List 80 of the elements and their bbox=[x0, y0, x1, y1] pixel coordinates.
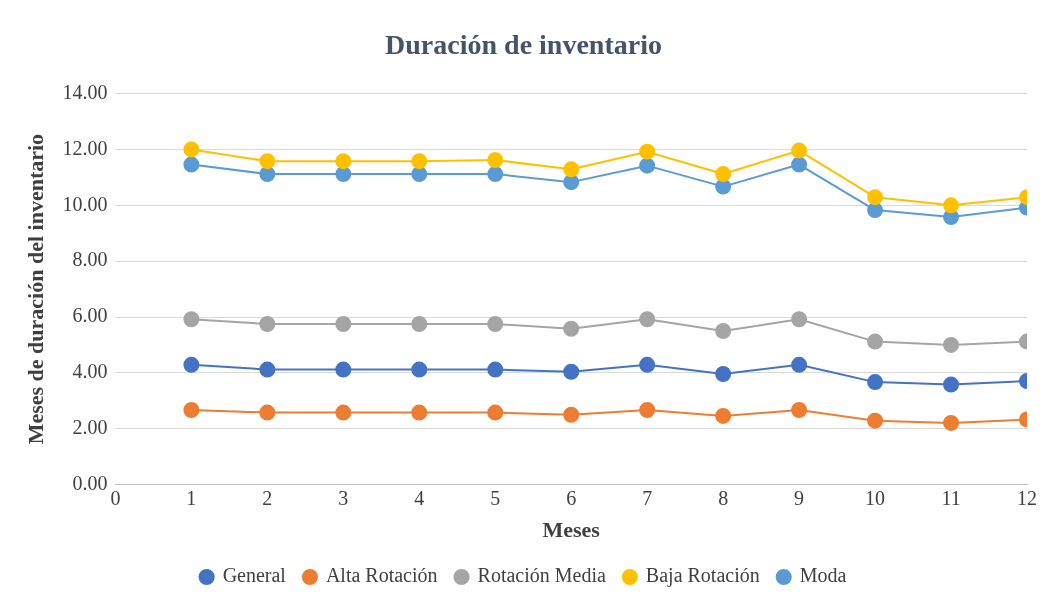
legend-label: Baja Rotación bbox=[645, 564, 760, 588]
x-tick-label: 6 bbox=[566, 486, 577, 509]
legend-label: Alta Rotación bbox=[325, 564, 438, 587]
point bbox=[335, 316, 352, 333]
point bbox=[791, 356, 808, 373]
point bbox=[943, 197, 960, 214]
point bbox=[487, 404, 504, 421]
point bbox=[715, 166, 732, 183]
legend-label: Rotación Media bbox=[477, 564, 606, 587]
point bbox=[335, 153, 352, 170]
point bbox=[563, 161, 580, 178]
point bbox=[563, 174, 580, 191]
point bbox=[639, 311, 656, 328]
point bbox=[411, 316, 428, 333]
point bbox=[715, 366, 732, 382]
point bbox=[335, 404, 352, 421]
x-tick-label: 12 bbox=[1017, 486, 1037, 509]
x-tick-label: 7 bbox=[642, 486, 653, 509]
point bbox=[639, 356, 656, 373]
x-tick-label: 3 bbox=[338, 486, 349, 509]
point bbox=[867, 412, 884, 429]
point bbox=[791, 156, 808, 173]
point bbox=[487, 166, 504, 183]
chart-title: Duración de inventario bbox=[385, 29, 662, 61]
point bbox=[487, 361, 504, 378]
point bbox=[943, 336, 960, 353]
x-tick-label: 10 bbox=[865, 486, 886, 509]
x-tick-label: 4 bbox=[414, 486, 425, 509]
point bbox=[411, 166, 428, 183]
y-tick-label: 12.00 bbox=[62, 136, 108, 159]
point bbox=[183, 402, 200, 419]
point bbox=[791, 402, 808, 419]
point bbox=[715, 322, 732, 339]
point bbox=[639, 143, 656, 160]
point bbox=[563, 320, 580, 337]
y-tick-label: 6.00 bbox=[72, 304, 108, 327]
point bbox=[411, 153, 428, 170]
point bbox=[639, 157, 656, 174]
point bbox=[715, 407, 732, 424]
point bbox=[487, 316, 504, 333]
point bbox=[943, 376, 960, 393]
x-tick-label: 8 bbox=[718, 486, 729, 509]
point bbox=[183, 156, 200, 173]
point bbox=[335, 361, 352, 378]
x-axis-title: Meses bbox=[542, 517, 601, 543]
point bbox=[943, 414, 960, 431]
point bbox=[639, 402, 656, 419]
point bbox=[259, 404, 276, 421]
point bbox=[867, 333, 884, 350]
y-axis-title: Meses de duración del inventario bbox=[22, 133, 48, 445]
point bbox=[867, 189, 884, 206]
point bbox=[411, 361, 428, 378]
y-tick-label: 10.00 bbox=[62, 192, 108, 215]
x-tick-label: 5 bbox=[490, 486, 501, 509]
x-tick-label: 11 bbox=[941, 486, 961, 509]
x-tick-label: 1 bbox=[186, 486, 197, 509]
x-tick-label: 2 bbox=[262, 486, 273, 509]
point bbox=[259, 316, 276, 333]
y-tick-label: 0.00 bbox=[72, 471, 108, 494]
point bbox=[791, 311, 808, 328]
point bbox=[411, 404, 428, 421]
point bbox=[867, 374, 884, 391]
x-tick-label: 9 bbox=[794, 486, 805, 509]
point bbox=[487, 152, 504, 169]
point bbox=[183, 141, 200, 158]
legend-label: General bbox=[222, 564, 287, 587]
x-tick-label: 0 bbox=[110, 486, 121, 509]
point bbox=[563, 363, 580, 380]
point bbox=[183, 356, 200, 373]
y-tick-label: 4.00 bbox=[72, 360, 108, 383]
point bbox=[563, 406, 580, 423]
y-tick-label: 14.00 bbox=[62, 80, 108, 103]
point bbox=[867, 202, 884, 219]
legend-label: Moda bbox=[799, 564, 847, 587]
point bbox=[791, 142, 808, 159]
point bbox=[259, 361, 276, 378]
y-tick-label: 2.00 bbox=[72, 415, 108, 438]
point bbox=[259, 153, 276, 170]
point bbox=[183, 311, 200, 328]
y-tick-label: 8.00 bbox=[72, 248, 108, 271]
